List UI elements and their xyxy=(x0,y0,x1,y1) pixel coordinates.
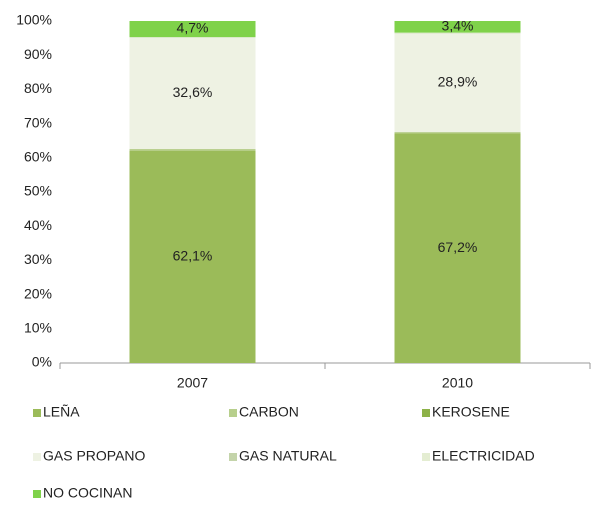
data-label: 32,6% xyxy=(173,84,213,100)
y-tick-label: 80% xyxy=(24,80,52,96)
legend-swatch xyxy=(422,409,430,417)
y-tick-label: 60% xyxy=(24,149,52,165)
x-tick-label: 2007 xyxy=(177,375,208,391)
data-label: 67,2% xyxy=(438,239,478,255)
bar-segment xyxy=(394,132,521,134)
y-tick-label: 100% xyxy=(16,12,52,28)
legend-label: CARBON xyxy=(239,404,299,420)
y-tick-label: 20% xyxy=(24,285,52,301)
bar-segment xyxy=(129,21,256,38)
legend-swatch xyxy=(422,453,430,461)
legend-swatch xyxy=(229,409,237,417)
legend-label: GAS NATURAL xyxy=(239,448,337,464)
y-tick-label: 0% xyxy=(32,354,52,370)
data-label: 62,1% xyxy=(173,248,213,264)
y-tick-label: 10% xyxy=(24,320,52,336)
y-tick-label: 40% xyxy=(24,217,52,233)
data-label: 4,7% xyxy=(177,20,209,36)
legend-label: ELECTRICIDAD xyxy=(432,448,535,464)
legend-label: NO COCINAN xyxy=(43,485,132,501)
bar-segment xyxy=(129,149,256,151)
y-tick-label: 50% xyxy=(24,183,52,199)
data-label: 3,4% xyxy=(442,18,474,34)
y-tick-label: 30% xyxy=(24,251,52,267)
legend-swatch xyxy=(229,453,237,461)
bar-segment xyxy=(129,150,256,363)
y-tick-label: 70% xyxy=(24,114,52,130)
bar-segment xyxy=(129,37,256,150)
legend-swatch xyxy=(33,490,41,498)
bar-segment xyxy=(129,149,256,150)
bar-segment xyxy=(394,33,521,133)
legend-label: LEÑA xyxy=(43,404,80,420)
data-label: 28,9% xyxy=(438,73,478,89)
bar-segment xyxy=(394,21,521,33)
legend-swatch xyxy=(33,409,41,417)
x-tick-label: 2010 xyxy=(442,375,473,391)
legend-label: KEROSENE xyxy=(432,404,510,420)
bar-segment xyxy=(394,133,521,363)
legend-swatch xyxy=(33,453,41,461)
legend-label: GAS PROPANO xyxy=(43,448,146,464)
y-tick-label: 90% xyxy=(24,46,52,62)
